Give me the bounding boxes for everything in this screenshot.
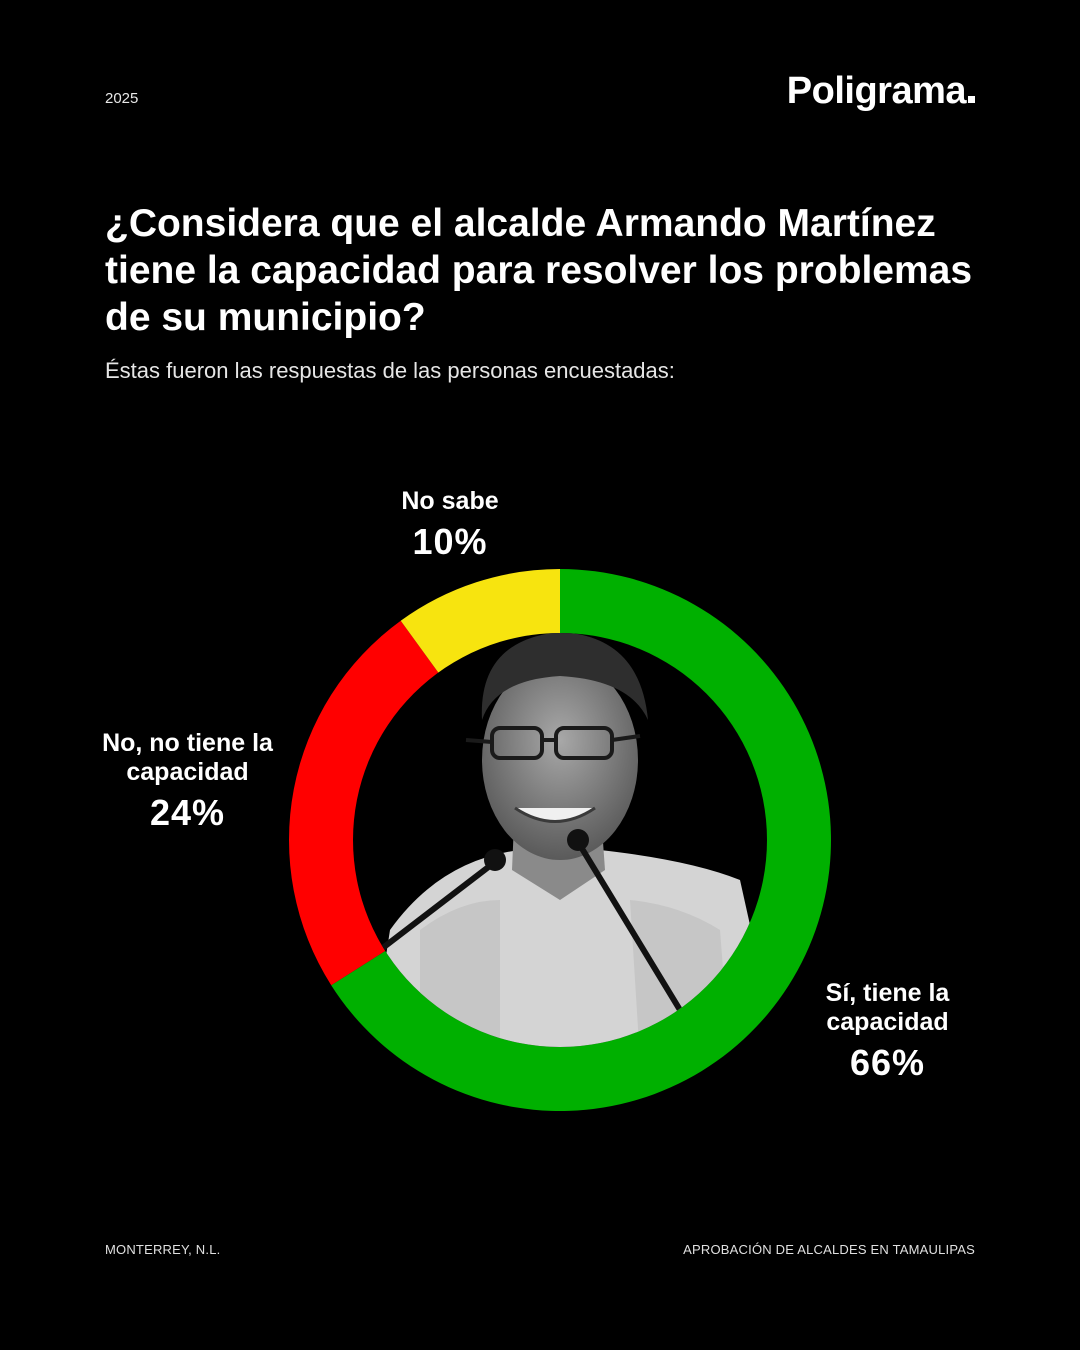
brand-dot-icon xyxy=(968,96,975,103)
label-no-pct: 24% xyxy=(149,792,226,833)
label-no-sabe-pct: 10% xyxy=(412,521,488,562)
slice-no xyxy=(289,620,439,986)
label-no-sabe-name: No sabe xyxy=(401,487,499,515)
label-no: No, no tiene la capacidad 24% xyxy=(80,729,295,835)
brand-logo: Poligrama xyxy=(787,70,975,113)
brand-name: Poligrama xyxy=(786,70,967,112)
label-si: Sí, tiene la capacidad 66% xyxy=(790,979,985,1085)
slice-no-sabe xyxy=(400,569,560,674)
donut-slices xyxy=(289,569,832,1112)
label-si-pct: 66% xyxy=(849,1042,926,1083)
portrait-photo xyxy=(353,633,767,1047)
label-no-sabe: No sabe 10% xyxy=(340,487,560,564)
footer-series: APROBACIÓN DE ALCALDES EN TAMAULIPAS xyxy=(683,1242,975,1257)
chart-subtitle: Éstas fueron las respuestas de las perso… xyxy=(105,358,675,383)
chart-title: ¿Considera que el alcalde Armando Martín… xyxy=(105,202,973,339)
footer-location: MONTERREY, N.L. xyxy=(105,1242,221,1257)
label-no-name: No, no tiene la capacidad xyxy=(102,729,273,786)
year-label: 2025 xyxy=(105,90,139,107)
label-si-name: Sí, tiene la capacidad xyxy=(825,979,950,1036)
